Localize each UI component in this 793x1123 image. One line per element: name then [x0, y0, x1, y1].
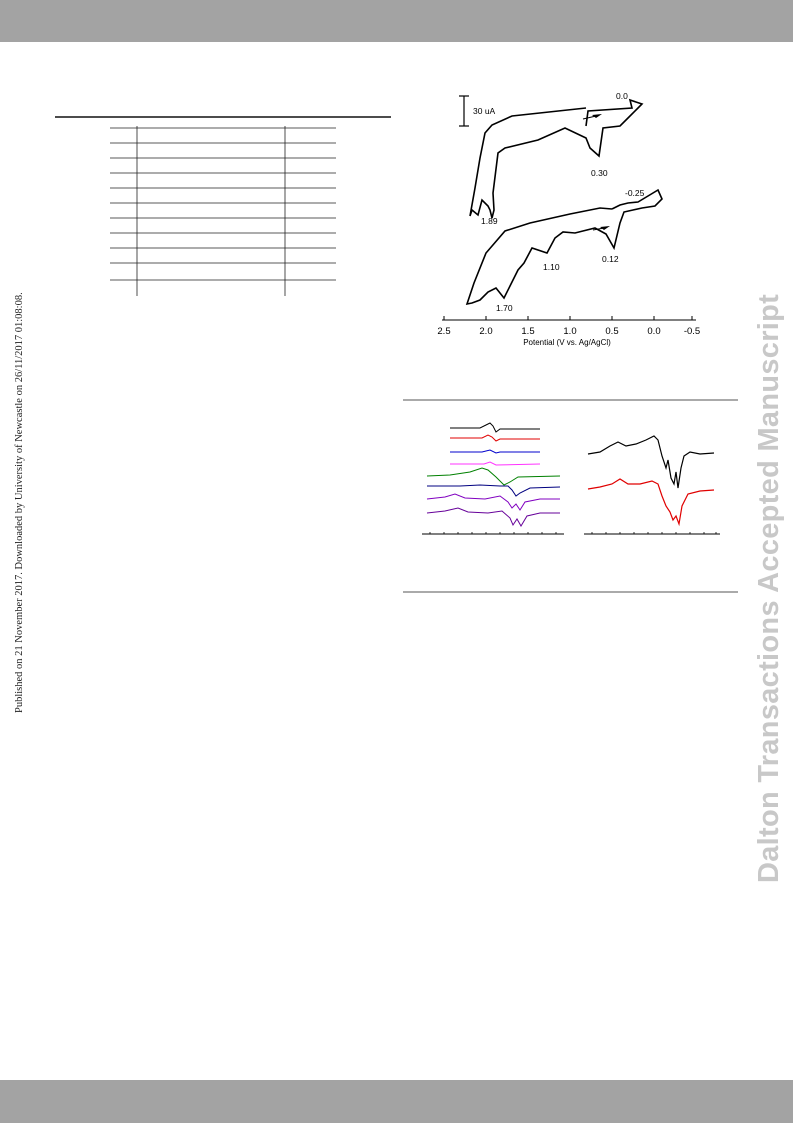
label-lower-3: 1.70: [496, 303, 513, 313]
right-panel-traces: [587, 435, 715, 527]
lower-direction-arrow: [600, 226, 610, 230]
x-axis-ticks: [443, 316, 693, 320]
left-trace-7: [426, 493, 560, 511]
left-panel-ticks: [429, 532, 557, 534]
accepted-manuscript-watermark: Dalton Transactions Accepted Manuscript: [753, 293, 785, 883]
scale-bar-label: 30 uA: [473, 106, 496, 116]
left-trace-3: [450, 449, 540, 454]
left-trace-5: [426, 467, 561, 486]
left-trace-1: [450, 422, 540, 433]
label-upper-0: 0.0: [616, 91, 628, 101]
left-trace-8: [426, 507, 560, 527]
scale-bar: [459, 95, 469, 127]
x-tick-label: 0.0: [647, 326, 660, 337]
upper-cv-trace: [469, 98, 644, 219]
label-lower-1: 0.12: [602, 254, 619, 264]
left-trace-4: [450, 461, 541, 466]
left-panel-traces: [426, 422, 561, 527]
right-panel-ticks: [591, 532, 717, 534]
download-note: Published on 21 November 2017. Downloade…: [14, 292, 25, 713]
table-rows: [110, 127, 336, 281]
x-axis-label: Potential (V vs. Ag/AgCl): [523, 338, 611, 347]
header-band: [0, 0, 793, 42]
x-tick-label: 1.0: [563, 326, 576, 337]
x-tick-label: 1.5: [521, 326, 534, 337]
left-trace-2: [450, 434, 540, 442]
label-upper-1: 0.30: [591, 168, 608, 178]
data-table: [55, 116, 391, 296]
right-trace-2: [587, 478, 715, 527]
label-lower-0: -0.25: [625, 188, 645, 198]
x-tick-label: 2.0: [479, 326, 492, 337]
x-tick-label: -0.5: [684, 326, 700, 337]
footer-band: [0, 1080, 793, 1123]
left-trace-6: [427, 484, 561, 497]
x-tick-label: 2.5: [437, 326, 450, 337]
x-tick-label: 0.5: [605, 326, 618, 337]
upper-direction-arrow: [592, 114, 602, 118]
right-trace-1: [587, 435, 715, 489]
lower-cv-trace: [465, 188, 663, 306]
cv-figure: 30 uA 0.0 0.30 1.89 -0.25 0.12 1.10 1.70…: [437, 91, 700, 347]
spectra-figure: [403, 399, 738, 593]
label-lower-2: 1.10: [543, 262, 560, 272]
label-upper-2: 1.89: [481, 216, 498, 226]
